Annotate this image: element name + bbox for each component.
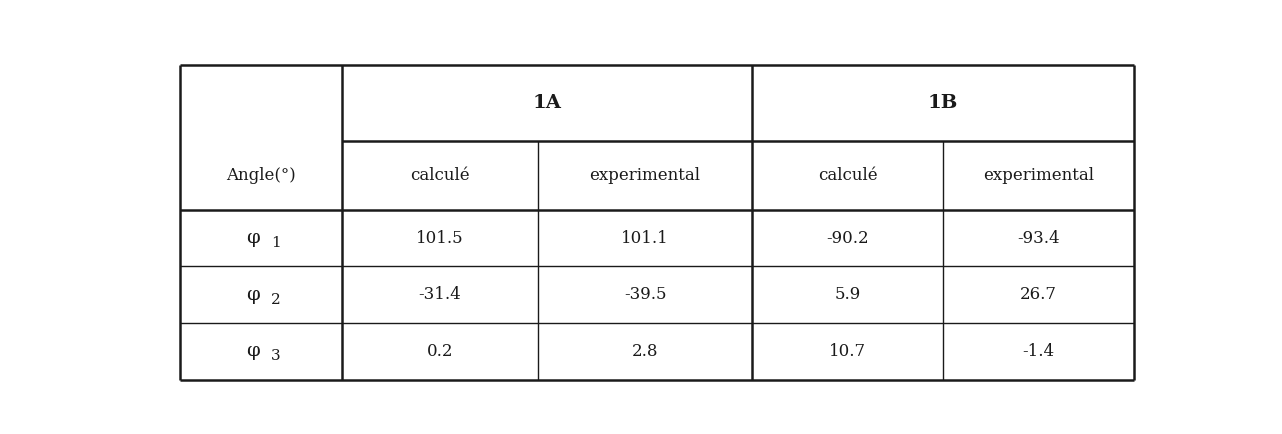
Text: 5.9: 5.9	[835, 286, 862, 303]
Text: experimental: experimental	[590, 167, 700, 184]
Text: 101.5: 101.5	[417, 230, 464, 247]
Text: calculé: calculé	[410, 167, 469, 184]
Text: -93.4: -93.4	[1017, 230, 1060, 247]
Text: φ: φ	[246, 286, 260, 304]
Text: calculé: calculé	[818, 167, 878, 184]
Text: 2: 2	[272, 293, 281, 307]
Text: 3: 3	[272, 349, 281, 363]
Text: 1B: 1B	[928, 94, 959, 112]
Text: 10.7: 10.7	[829, 343, 867, 360]
Text: 26.7: 26.7	[1020, 286, 1058, 303]
Text: 1: 1	[272, 236, 281, 250]
Text: 0.2: 0.2	[427, 343, 454, 360]
Text: Angle(°): Angle(°)	[227, 167, 296, 184]
Text: experimental: experimental	[983, 167, 1094, 184]
Text: 2.8: 2.8	[632, 343, 659, 360]
Text: -39.5: -39.5	[624, 286, 667, 303]
Text: 1A: 1A	[533, 94, 562, 112]
Text: -1.4: -1.4	[1023, 343, 1055, 360]
Text: -31.4: -31.4	[419, 286, 462, 303]
Text: -90.2: -90.2	[827, 230, 869, 247]
Text: 101.1: 101.1	[622, 230, 669, 247]
Text: φ: φ	[246, 229, 260, 247]
Text: φ: φ	[246, 342, 260, 360]
